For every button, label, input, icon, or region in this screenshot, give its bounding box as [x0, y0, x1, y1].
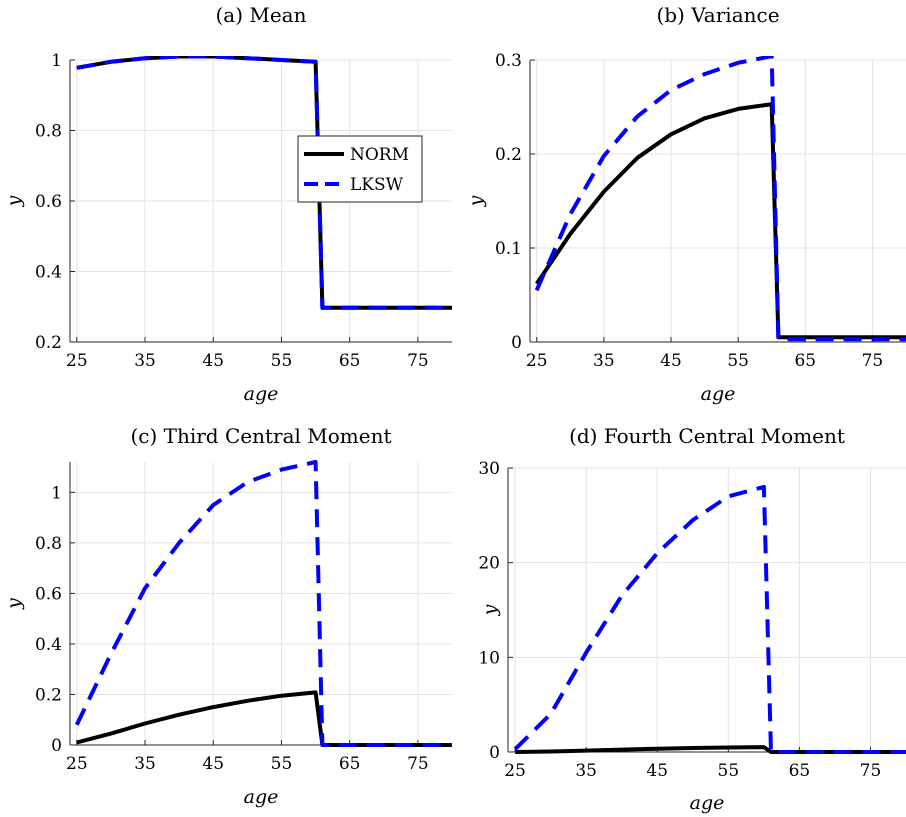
y-tick-label: 20	[478, 554, 500, 574]
chart-panel-2: 25 35 45 55 65 75 0 0.1 0.2 0.3 (b) Variance age y	[465, 3, 906, 405]
y-axis-label: y	[3, 195, 25, 207]
y-tick-label: 0.2	[35, 333, 62, 353]
x-tick-label: 55	[271, 351, 293, 371]
series-line-lksw	[74, 460, 452, 747]
x-tick-label: 65	[789, 761, 811, 781]
series-line-norm	[76, 690, 452, 747]
y-tick-label: 0.8	[35, 534, 62, 554]
y-tick-label: 0.6	[35, 584, 62, 604]
legend-box	[297, 135, 423, 203]
x-tick-label: 45	[202, 754, 224, 774]
legend-label-lksw: LKSW	[350, 175, 404, 195]
y-tick-label: 0.6	[35, 192, 62, 212]
y-tick-label: 10	[478, 648, 500, 668]
x-tick-label: 25	[526, 351, 548, 371]
x-tick-label: 35	[575, 761, 597, 781]
y-tick-label: 0	[51, 736, 62, 756]
x-tick-label: 75	[862, 351, 884, 371]
y-tick-label: 1	[51, 483, 62, 503]
x-axis-label: age	[244, 786, 279, 808]
x-axis-label: age	[244, 383, 279, 405]
chart-panel-1: 25 35 45 55 65 75 0.2 0.4 0.6 0.8 1 (a) Mean age y NOR…	[3, 3, 452, 405]
x-tick-label: 35	[593, 351, 615, 371]
x-tick-label: 75	[860, 761, 882, 781]
y-tick-label: 0.1	[495, 239, 522, 259]
y-tick-label: 0	[511, 333, 522, 353]
chart-title: (a) Mean	[215, 3, 306, 27]
y-tick-label: 0.2	[495, 145, 522, 165]
chart-title: (d) Fourth Central Moment	[569, 424, 845, 448]
chart-title: (b) Variance	[656, 3, 779, 27]
x-axis-label: age	[690, 792, 725, 814]
y-axis-label: y	[465, 195, 487, 207]
x-tick-label: 25	[66, 351, 88, 371]
y-tick-label: 0	[489, 743, 500, 763]
x-tick-label: 25	[504, 761, 526, 781]
x-tick-label: 75	[407, 754, 429, 774]
x-tick-label: 55	[718, 761, 740, 781]
x-tick-label: 35	[134, 351, 156, 371]
y-tick-label: 0.8	[35, 122, 62, 142]
x-tick-label: 45	[646, 761, 668, 781]
y-tick-label: 0.4	[35, 635, 62, 655]
y-tick-label: 1	[51, 51, 62, 71]
chart-title: (c) Third Central Moment	[130, 424, 391, 448]
series-line-lksw	[76, 56, 452, 310]
series-line-norm	[535, 102, 906, 340]
y-tick-label: 0.2	[35, 685, 62, 705]
series-line-lksw	[513, 484, 906, 754]
x-tick-label: 45	[660, 351, 682, 371]
x-tick-label: 65	[339, 351, 361, 371]
x-tick-label: 45	[202, 351, 224, 371]
x-tick-label: 75	[407, 351, 429, 371]
chart-panel-3: 25 35 45 55 65 75 0 0.2 0.4 0.6 0.8 1 (c) Third Cent…	[3, 424, 452, 808]
legend-label-norm: NORM	[350, 145, 409, 165]
x-tick-label: 35	[134, 754, 156, 774]
y-tick-label: 0.4	[35, 263, 62, 283]
x-tick-label: 55	[727, 351, 749, 371]
series-line-lksw	[534, 56, 906, 342]
x-tick-label: 65	[794, 351, 816, 371]
x-tick-label: 25	[66, 754, 88, 774]
x-tick-label: 55	[271, 754, 293, 774]
y-tick-label: 30	[478, 459, 500, 479]
x-axis-label: age	[701, 383, 736, 405]
y-axis-label: y	[479, 604, 501, 616]
y-tick-label: 0.3	[495, 51, 522, 71]
y-axis-label: y	[3, 598, 25, 610]
x-tick-label: 65	[339, 754, 361, 774]
legend: NORM LKSW	[297, 135, 423, 203]
chart-panel-4: 25 35 45 55 65 75 0 10 20 30 (d) Fourth Central Mo…	[478, 424, 906, 814]
